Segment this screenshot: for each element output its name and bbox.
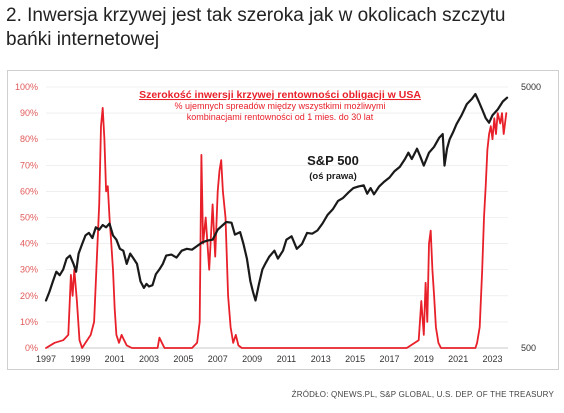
right-tick-label: 500 <box>521 343 536 353</box>
left-tick-label: 0% <box>25 343 38 353</box>
left-tick-label: 100% <box>15 82 38 92</box>
sp500-series-line <box>44 92 509 302</box>
series-layer <box>44 92 509 349</box>
x-tick-label: 2005 <box>173 354 193 364</box>
left-tick-label: 80% <box>20 134 38 144</box>
left-axis-ticks: 0% 10% 20% 30% 40% 50% 60% 70% 80% 90% 100% <box>15 82 38 353</box>
x-tick-label: 2007 <box>208 354 228 364</box>
left-tick-label: 50% <box>20 213 38 223</box>
page-title-line-2: bańki internetowej <box>6 29 160 50</box>
page-title-line-1: 2. Inwersja krzywej jest tak szeroka jak… <box>6 5 506 26</box>
x-tick-label: 2011 <box>277 354 296 364</box>
x-tick-label: 2013 <box>311 354 331 364</box>
inversion-series-line <box>45 107 508 349</box>
left-tick-label: 70% <box>20 160 38 170</box>
x-tick-label: 2023 <box>483 354 503 364</box>
x-tick-label: 2003 <box>139 354 159 364</box>
left-tick-label: 30% <box>20 265 38 275</box>
x-axis-ticks: 1997 1999 2001 2003 2005 2007 2009 2011 2013 2015… <box>36 347 508 364</box>
x-tick-label: 1999 <box>70 354 90 364</box>
page-title: 2. Inwersja krzywej jest tak szeroka jak… <box>6 4 558 52</box>
left-tick-label: 40% <box>20 239 38 249</box>
left-tick-label: 10% <box>20 317 38 327</box>
chart-subtitle-line-2: kombinacjami rentowności od 1 mies. do 3… <box>187 112 374 122</box>
right-tick-label: 5000 <box>521 82 541 92</box>
x-tick-label: 2001 <box>105 354 125 364</box>
x-tick-label: 2015 <box>345 354 365 364</box>
x-tick-label: 2019 <box>414 354 434 364</box>
right-axis-ticks: 500 5000 <box>521 82 541 353</box>
left-tick-label: 90% <box>20 108 38 118</box>
left-tick-label: 60% <box>20 186 38 196</box>
x-tick-label: 2009 <box>242 354 262 364</box>
x-tick-label: 1997 <box>36 354 56 364</box>
sp500-annotation-title: S&P 500 <box>307 153 359 168</box>
left-tick-label: 20% <box>20 291 38 301</box>
chart-subtitle-line-1: % ujemnych spreadów między wszystkimi mo… <box>174 101 385 111</box>
source-note: ŹRÓDŁO: QNEWS.PL, S&P GLOBAL, U.S. DEP. … <box>291 390 554 399</box>
chart-title: Szerokość inwersji krzywej rentowności o… <box>139 89 421 101</box>
x-tick-label: 2021 <box>448 354 468 364</box>
x-tick-label: 2017 <box>379 354 399 364</box>
sp500-annotation-subtitle: (oś prawa) <box>309 171 357 182</box>
